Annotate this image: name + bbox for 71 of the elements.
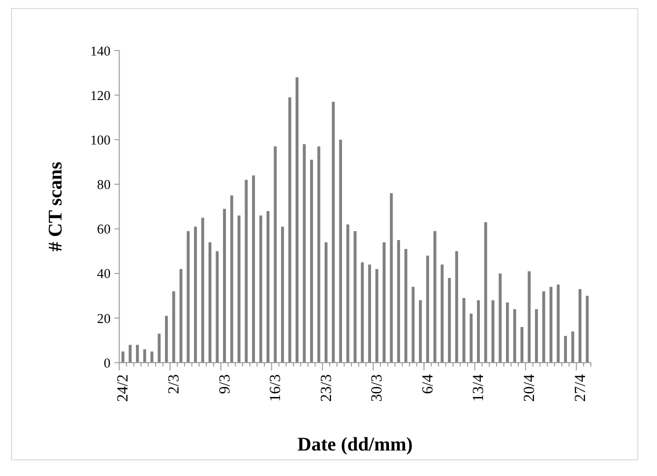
bar bbox=[564, 336, 567, 363]
bar bbox=[136, 344, 139, 363]
bar bbox=[382, 242, 386, 363]
x-tick-label: 9/3 bbox=[216, 374, 234, 394]
bar bbox=[128, 344, 132, 363]
bar bbox=[440, 264, 444, 363]
bar bbox=[484, 222, 488, 363]
bar bbox=[223, 208, 226, 363]
y-tick-label: 100 bbox=[90, 132, 111, 148]
y-tick-label: 0 bbox=[104, 355, 111, 370]
bar bbox=[455, 251, 458, 363]
bar bbox=[172, 291, 176, 363]
bar bbox=[412, 286, 415, 363]
y-tick-label: 40 bbox=[97, 266, 111, 282]
bar bbox=[296, 77, 298, 363]
x-tick-label: 24/2 bbox=[114, 374, 132, 402]
bar bbox=[418, 300, 422, 363]
bar bbox=[578, 289, 582, 363]
bar bbox=[179, 269, 182, 363]
bar bbox=[266, 211, 270, 363]
bar bbox=[433, 231, 436, 363]
bar bbox=[513, 309, 516, 363]
bar bbox=[520, 326, 524, 363]
bar bbox=[550, 286, 552, 363]
bar bbox=[158, 334, 161, 363]
y-axis-title: # CT scans bbox=[45, 161, 66, 252]
bar bbox=[360, 262, 364, 363]
bar bbox=[506, 302, 509, 363]
bar bbox=[491, 300, 494, 363]
bar bbox=[194, 226, 197, 363]
bar bbox=[143, 349, 146, 363]
bar bbox=[535, 309, 538, 363]
bar bbox=[332, 102, 335, 363]
bar bbox=[339, 140, 342, 363]
bar bbox=[404, 248, 408, 363]
bar bbox=[462, 298, 466, 363]
bar bbox=[310, 160, 313, 363]
bar bbox=[426, 256, 430, 363]
bar bbox=[324, 242, 328, 363]
bar bbox=[375, 269, 378, 363]
x-tick-label: 2/3 bbox=[166, 374, 183, 394]
bar bbox=[476, 300, 480, 363]
x-tick-label: 20/4 bbox=[521, 374, 538, 402]
bar bbox=[368, 264, 372, 363]
bar bbox=[470, 314, 473, 363]
x-tick-label: 23/3 bbox=[318, 374, 335, 402]
bar bbox=[164, 316, 168, 363]
x-tick-label: 13/4 bbox=[470, 374, 488, 402]
bar bbox=[397, 240, 400, 363]
bar bbox=[208, 242, 212, 363]
bar bbox=[354, 231, 357, 363]
x-tick-label: 16/3 bbox=[267, 374, 284, 402]
bar bbox=[252, 175, 255, 363]
bar bbox=[238, 216, 240, 363]
bar bbox=[150, 352, 154, 363]
bar bbox=[390, 193, 393, 363]
y-tick-label: 140 bbox=[90, 43, 111, 58]
x-tick-label: 30/3 bbox=[368, 374, 386, 402]
y-tick-label: 20 bbox=[97, 310, 111, 326]
y-tick-label: 80 bbox=[97, 177, 111, 192]
bar bbox=[281, 226, 284, 363]
bar bbox=[346, 224, 350, 363]
y-tick-label: 60 bbox=[97, 222, 111, 237]
bar bbox=[317, 146, 320, 363]
bar bbox=[121, 352, 124, 363]
x-tick-label: 6/4 bbox=[419, 374, 436, 394]
y-tick-label: 120 bbox=[90, 88, 111, 103]
x-axis-title: Date (dd/mm) bbox=[297, 434, 413, 456]
x-tick-label: 27/4 bbox=[572, 374, 589, 402]
bar bbox=[448, 278, 451, 363]
bar bbox=[498, 273, 502, 363]
